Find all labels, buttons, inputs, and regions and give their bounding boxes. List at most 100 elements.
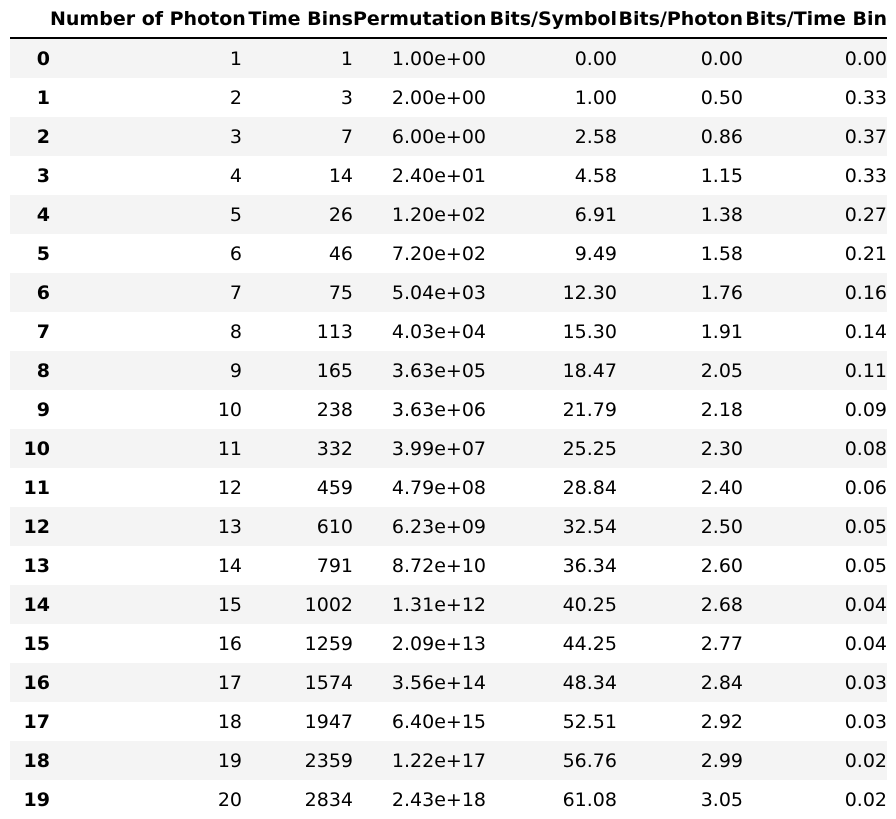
table-row: 18 19 2359 1.22e+17 56.76 2.99 0.02 — [10, 741, 887, 780]
cell-time-bins: 14 — [328, 164, 353, 187]
cell-number-of-photon: 12 — [217, 476, 242, 499]
table-row: 11 12 459 4.79e+08 28.84 2.40 0.06 — [10, 468, 887, 507]
table-row: 15 16 1259 2.09e+13 44.25 2.77 0.04 — [10, 624, 887, 663]
cell-bits-per-photon: 1.76 — [700, 281, 743, 304]
header-bits-per-photon: Bits/Photon — [617, 0, 743, 39]
cell-time-bins: 1947 — [304, 710, 353, 733]
row-index: 4 — [36, 203, 50, 226]
cell-permutation: 2.43e+18 — [391, 788, 486, 811]
cell-time-bins: 238 — [316, 398, 353, 421]
cell-bits-per-symbol: 0.00 — [574, 47, 617, 70]
row-index: 13 — [23, 554, 50, 577]
cell-permutation: 3.63e+06 — [391, 398, 486, 421]
cell-number-of-photon: 9 — [229, 359, 242, 382]
cell-bits-per-symbol: 2.58 — [574, 125, 617, 148]
cell-permutation: 1.20e+02 — [391, 203, 486, 226]
cell-permutation: 1.31e+12 — [391, 593, 486, 616]
cell-number-of-photon: 17 — [217, 671, 242, 694]
header-number-of-photon: Number of Photon — [50, 0, 246, 39]
cell-number-of-photon: 1 — [229, 47, 242, 70]
table-row: 8 9 165 3.63e+05 18.47 2.05 0.11 — [10, 351, 887, 390]
table-row: 19 20 2834 2.43e+18 61.08 3.05 0.02 — [10, 780, 887, 819]
cell-time-bins: 1574 — [304, 671, 353, 694]
cell-bits-per-symbol: 44.25 — [562, 632, 617, 655]
cell-number-of-photon: 16 — [217, 632, 242, 655]
cell-time-bins: 165 — [316, 359, 353, 382]
row-index: 0 — [36, 47, 50, 70]
cell-bits-per-photon: 2.18 — [700, 398, 743, 421]
row-index: 1 — [36, 86, 50, 109]
cell-bits-per-symbol: 36.34 — [562, 554, 617, 577]
table-row: 14 15 1002 1.31e+12 40.25 2.68 0.04 — [10, 585, 887, 624]
cell-bits-per-symbol: 1.00 — [574, 86, 617, 109]
cell-bits-per-photon: 2.50 — [700, 515, 743, 538]
cell-bits-per-symbol: 21.79 — [562, 398, 617, 421]
cell-bits-per-photon: 0.00 — [700, 47, 743, 70]
cell-bits-per-photon: 2.99 — [700, 749, 743, 772]
row-index: 17 — [23, 710, 50, 733]
cell-number-of-photon: 19 — [217, 749, 242, 772]
cell-time-bins: 1002 — [304, 593, 353, 616]
cell-bits-per-photon: 2.84 — [700, 671, 743, 694]
cell-bits-per-photon: 2.77 — [700, 632, 743, 655]
cell-permutation: 1.00e+00 — [391, 47, 486, 70]
header-permutation: Permutation — [353, 0, 487, 39]
cell-time-bins: 459 — [316, 476, 353, 499]
cell-bits-per-time-bin: 0.05 — [844, 554, 887, 577]
data-table-container: Number of Photon Time Bins Permutation B… — [10, 0, 887, 819]
cell-bits-per-time-bin: 0.33 — [844, 86, 887, 109]
cell-number-of-photon: 11 — [217, 437, 242, 460]
cell-bits-per-photon: 2.30 — [700, 437, 743, 460]
cell-bits-per-time-bin: 0.05 — [844, 515, 887, 538]
cell-bits-per-symbol: 56.76 — [562, 749, 617, 772]
cell-permutation: 2.40e+01 — [391, 164, 486, 187]
cell-permutation: 3.99e+07 — [391, 437, 486, 460]
row-index: 6 — [36, 281, 50, 304]
cell-time-bins: 791 — [316, 554, 353, 577]
cell-bits-per-symbol: 52.51 — [562, 710, 617, 733]
cell-bits-per-photon: 1.15 — [700, 164, 743, 187]
cell-bits-per-symbol: 32.54 — [562, 515, 617, 538]
cell-number-of-photon: 4 — [229, 164, 242, 187]
cell-bits-per-photon: 1.38 — [700, 203, 743, 226]
cell-bits-per-time-bin: 0.37 — [844, 125, 887, 148]
cell-time-bins: 113 — [316, 320, 353, 343]
cell-bits-per-photon: 0.86 — [700, 125, 743, 148]
cell-bits-per-photon: 2.05 — [700, 359, 743, 382]
cell-time-bins: 332 — [316, 437, 353, 460]
cell-bits-per-time-bin: 0.04 — [844, 632, 887, 655]
cell-time-bins: 610 — [316, 515, 353, 538]
cell-bits-per-photon: 2.92 — [700, 710, 743, 733]
cell-bits-per-time-bin: 0.27 — [844, 203, 887, 226]
cell-time-bins: 7 — [340, 125, 353, 148]
cell-time-bins: 26 — [328, 203, 353, 226]
table-row: 9 10 238 3.63e+06 21.79 2.18 0.09 — [10, 390, 887, 429]
table-row: 3 4 14 2.40e+01 4.58 1.15 0.33 — [10, 156, 887, 195]
cell-permutation: 2.09e+13 — [391, 632, 486, 655]
cell-time-bins: 1259 — [304, 632, 353, 655]
table-row: 12 13 610 6.23e+09 32.54 2.50 0.05 — [10, 507, 887, 546]
table-row: 5 6 46 7.20e+02 9.49 1.58 0.21 — [10, 234, 887, 273]
cell-permutation: 3.56e+14 — [391, 671, 486, 694]
table-row: 1 2 3 2.00e+00 1.00 0.50 0.33 — [10, 78, 887, 117]
cell-number-of-photon: 14 — [217, 554, 242, 577]
cell-number-of-photon: 20 — [217, 788, 242, 811]
cell-time-bins: 75 — [328, 281, 353, 304]
cell-bits-per-symbol: 4.58 — [574, 164, 617, 187]
table-row: 6 7 75 5.04e+03 12.30 1.76 0.16 — [10, 273, 887, 312]
cell-bits-per-time-bin: 0.09 — [844, 398, 887, 421]
table-body: 0 1 1 1.00e+00 0.00 0.00 0.00 1 2 3 2.00e+00 1.00 0.… — [10, 38, 887, 819]
cell-bits-per-time-bin: 0.21 — [844, 242, 887, 265]
header-bits-per-symbol: Bits/Symbol — [486, 0, 617, 39]
header-time-bins: Time Bins — [242, 0, 353, 39]
cell-bits-per-time-bin: 0.03 — [844, 710, 887, 733]
cell-number-of-photon: 13 — [217, 515, 242, 538]
cell-bits-per-photon: 1.91 — [700, 320, 743, 343]
cell-bits-per-time-bin: 0.16 — [844, 281, 887, 304]
table-row: 7 8 113 4.03e+04 15.30 1.91 0.14 — [10, 312, 887, 351]
row-index: 16 — [23, 671, 50, 694]
cell-bits-per-time-bin: 0.03 — [844, 671, 887, 694]
cell-number-of-photon: 3 — [229, 125, 242, 148]
cell-bits-per-symbol: 25.25 — [562, 437, 617, 460]
row-index: 14 — [23, 593, 50, 616]
